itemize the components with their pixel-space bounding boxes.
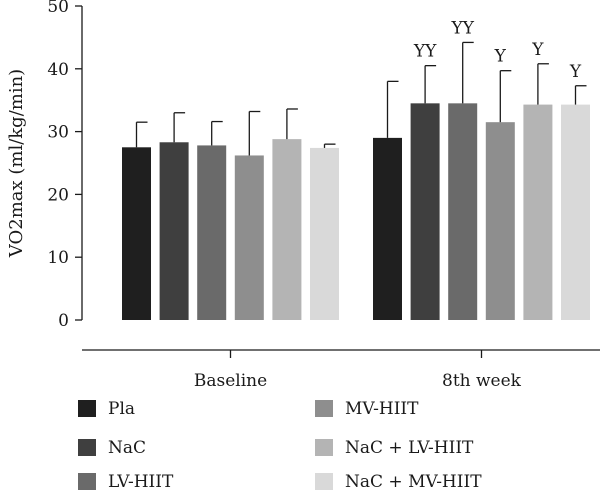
- bar: [523, 104, 553, 320]
- bar: [197, 145, 227, 320]
- legend-swatch: [78, 400, 96, 417]
- x-category-label: 8th week: [442, 371, 522, 391]
- bar: [272, 139, 302, 320]
- legend-swatch: [315, 439, 333, 456]
- bars: [122, 103, 590, 321]
- significance-label: Y: [569, 62, 582, 82]
- legend-swatch: [78, 473, 96, 490]
- y-axis-label: VO2max (ml/kg/min): [6, 69, 27, 258]
- legend: Pla NaC LV-HIIT MV-HIIT NaC + LV-HIIT NaC + M…: [78, 399, 482, 492]
- legend-label: NaC + MV-HIIT: [345, 472, 482, 492]
- legend-swatch: [315, 473, 333, 490]
- bar: [410, 103, 440, 320]
- bar: [122, 147, 151, 320]
- bar: [448, 103, 478, 320]
- legend-label: Pla: [108, 399, 135, 419]
- significance-label: Y: [531, 40, 544, 60]
- legend-swatch: [315, 400, 333, 417]
- error-bars: [135, 41, 587, 156]
- y-tick-label: 0: [58, 311, 69, 331]
- significance-label: YY: [450, 18, 474, 38]
- y-tick-label: 30: [47, 123, 69, 143]
- y-tick-label: 50: [47, 0, 69, 17]
- legend-swatch: [78, 439, 96, 456]
- legend-label: NaC: [108, 438, 146, 458]
- bar: [373, 137, 402, 320]
- y-tick-label: 40: [47, 60, 69, 80]
- bar: [561, 104, 590, 320]
- bar: [310, 147, 339, 320]
- y-tick-label: 10: [47, 248, 69, 268]
- x-category-label: Baseline: [194, 371, 267, 391]
- significance-label: Y: [494, 47, 507, 67]
- bar: [159, 142, 189, 320]
- y-tick-label: 20: [47, 185, 69, 205]
- legend-label: LV-HIIT: [108, 472, 174, 492]
- significance-label: YY: [413, 42, 437, 62]
- axes: 0 10 20 30 40 50 VO2max (ml/kg/min) Baseline 8th…: [6, 0, 600, 391]
- bar: [485, 122, 515, 321]
- legend-label: NaC + LV-HIIT: [345, 438, 474, 458]
- bar: [234, 155, 264, 320]
- legend-label: MV-HIIT: [345, 399, 419, 419]
